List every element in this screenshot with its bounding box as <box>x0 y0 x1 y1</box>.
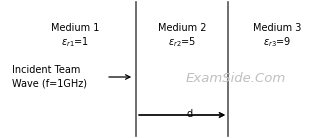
Text: $\varepsilon_{r3}$=9: $\varepsilon_{r3}$=9 <box>263 35 291 49</box>
Text: d: d <box>187 109 193 119</box>
Text: Medium 1: Medium 1 <box>51 23 99 33</box>
Text: Medium 2: Medium 2 <box>158 23 206 33</box>
Text: $\varepsilon_{r1}$=1: $\varepsilon_{r1}$=1 <box>61 35 89 49</box>
Text: Wave (f=1GHz): Wave (f=1GHz) <box>12 79 87 89</box>
Text: Incident Team: Incident Team <box>12 65 80 75</box>
Text: ExamSide.Com: ExamSide.Com <box>186 71 286 84</box>
Text: $\varepsilon_{r2}$=5: $\varepsilon_{r2}$=5 <box>168 35 196 49</box>
Text: Medium 3: Medium 3 <box>253 23 301 33</box>
